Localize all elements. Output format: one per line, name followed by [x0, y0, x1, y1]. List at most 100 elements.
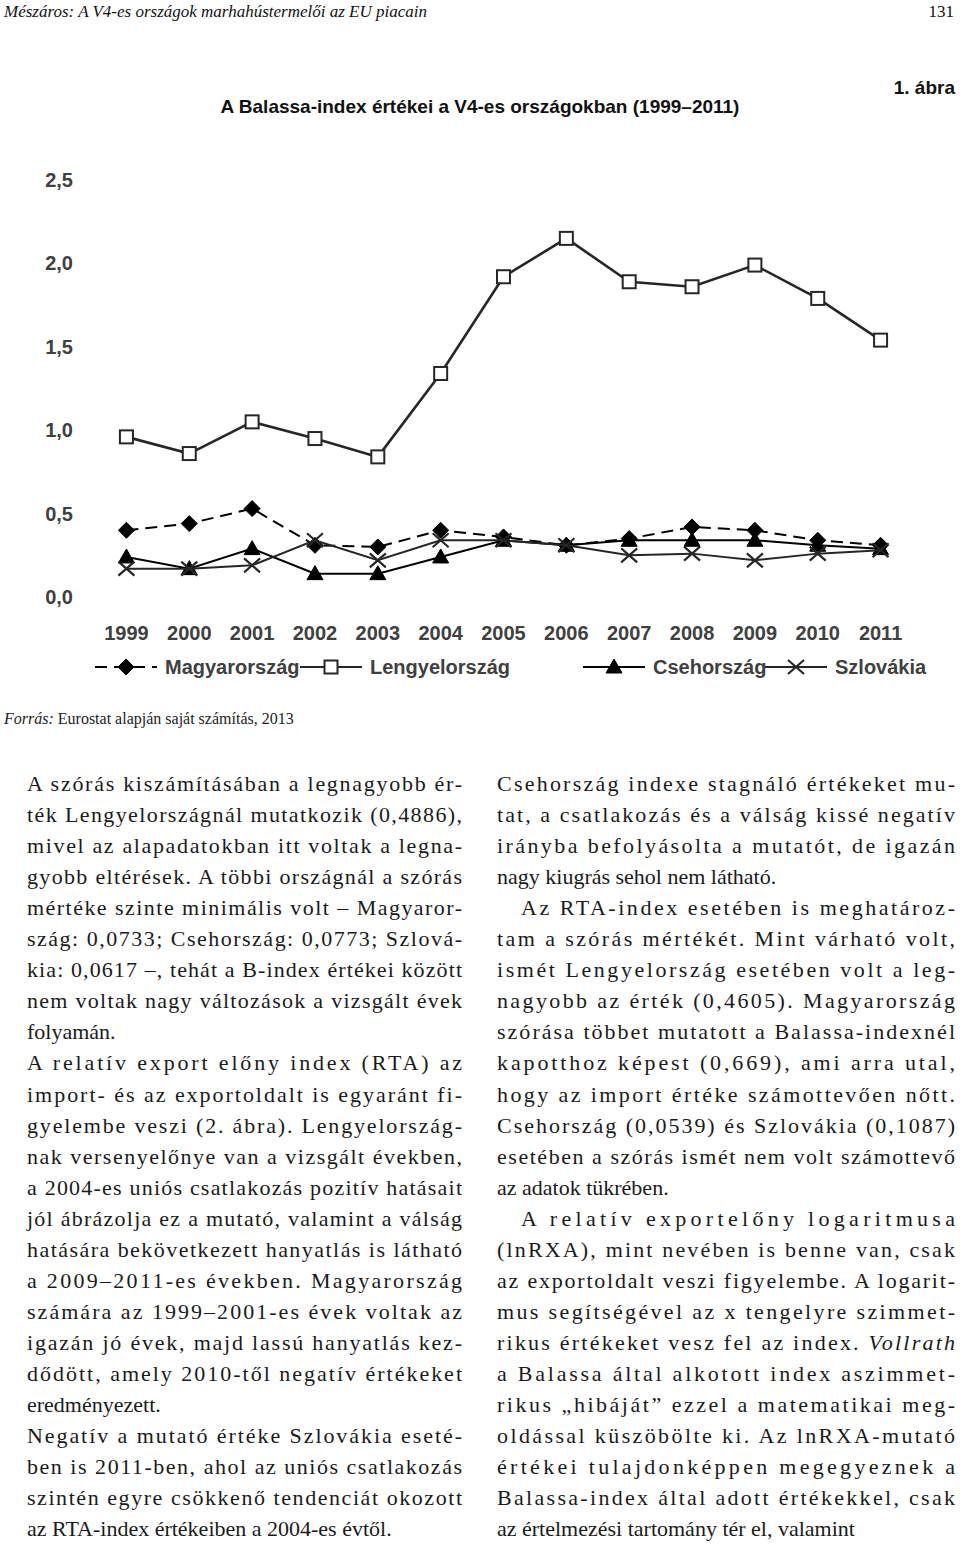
data-point [433, 549, 449, 563]
source-text: Eurostat alapján saját számítás, 2013 [54, 710, 294, 728]
data-point [118, 562, 134, 576]
data-point [307, 566, 323, 580]
data-point [810, 547, 826, 561]
legend-label: Magyarország [165, 656, 300, 678]
body-line: szórása többet mutatott a Balassa-indexn… [497, 1019, 955, 1044]
body-line: tat, a csatlakozás és a válság kissé neg… [497, 802, 955, 827]
body-line: Csehország (0,0539) és Szlovákia (0,1087… [497, 1113, 955, 1138]
data-point [181, 562, 197, 576]
body-line: a 2009–2011-es években. Magyarország [27, 1268, 462, 1293]
data-point [811, 292, 824, 305]
body-line: dődött, amely 2010-től negatív értékeket [27, 1361, 462, 1386]
body-line: A szórás kiszámításában a legnagyobb ér- [27, 771, 462, 796]
figure-label: 1. ábra [894, 77, 956, 98]
body-line: ték Lengyelországnál mutatkozik (0,4886)… [27, 802, 462, 827]
body-line: igazán jó évek, majd lassú hanyatlás kez… [27, 1330, 462, 1355]
x-tick-label: 2003 [356, 622, 401, 644]
body-line: nem voltak nagy változások a vizsgált év… [27, 988, 462, 1013]
data-point [623, 275, 636, 288]
body-line: számára az 1999–2001-es évek voltak az [27, 1299, 462, 1324]
y-tick-label: 1,0 [45, 419, 73, 441]
data-point [497, 270, 510, 283]
body-line: A relatív export előny index (RTA) az [27, 1050, 462, 1075]
legend-marker [118, 659, 134, 675]
data-point [747, 532, 763, 546]
legend-marker [606, 659, 622, 673]
x-tick-label: 1999 [104, 622, 149, 644]
legend-label: Szlovákia [835, 656, 927, 678]
data-point [371, 450, 384, 463]
data-point [370, 539, 386, 555]
body-line: rikus „hibáját” ezzel a matematikai meg- [497, 1392, 955, 1417]
legend-marker [325, 661, 338, 674]
body-line: Az RTA-index esetében is meghatároz- [521, 895, 955, 920]
body-line: szág: 0,0733; Csehország: 0,0773; Szlová… [27, 926, 462, 951]
body-line: gyelembe veszi (2. ábra). Lengyelország- [27, 1113, 462, 1138]
body-line: szintén egyre csökkenő tendenciát okozot… [27, 1485, 462, 1510]
data-point [434, 367, 447, 380]
data-point [874, 334, 887, 347]
series [118, 501, 888, 555]
chart-title: A Balassa-index értékei a V4-es országok… [221, 96, 740, 117]
data-point [370, 566, 386, 580]
data-point [183, 447, 196, 460]
body-line: (lnRXA), mint nevében is benne van, csak [497, 1237, 955, 1262]
data-point [244, 501, 260, 517]
y-tick-label: 0,0 [45, 586, 73, 608]
data-point [873, 543, 889, 557]
legend: Magyarország Lengyelország Csehország Szlov… [95, 656, 927, 678]
body-line: tam a szórás mértékét. Mint várható volt… [497, 926, 955, 951]
x-tick-label: 2010 [795, 622, 840, 644]
data-point [558, 538, 574, 552]
data-point [621, 548, 637, 562]
body-line: hatására bekövetkezett hanyatlás is láth… [27, 1237, 462, 1262]
series [118, 532, 888, 579]
body-line: értékei tulajdonképpen megegyeznek a [497, 1454, 955, 1479]
page-number: 131 [929, 2, 955, 21]
body-line: A relatív exportelőny logaritmusa [521, 1206, 955, 1231]
x-tick-label: 2008 [670, 622, 715, 644]
data-point [684, 532, 700, 546]
legend-label: Lengyelország [370, 656, 510, 678]
body-line: import- és az exportoldalt is egyaránt f… [27, 1082, 462, 1107]
body-line: az adatok tükrében. [497, 1175, 669, 1200]
x-tick-label: 2007 [607, 622, 652, 644]
x-tick-label: 2002 [293, 622, 338, 644]
x-tick-label: 2004 [418, 622, 463, 644]
body-line: nagyobb az érték (0,4605). Magyarország [497, 988, 955, 1013]
body-line: nak versenyelőnye van a vizsgált években… [27, 1144, 462, 1169]
body-line: az exportoldalt veszi figyelembe. A loga… [497, 1268, 955, 1293]
body-line: nagy kiugrás sehol nem látható. [497, 864, 776, 889]
body-line: gyobb eltérések. A többi országnál a szó… [27, 864, 462, 889]
series [118, 533, 888, 575]
body-line: ben is 2011-ben, ahol az uniós csatlakoz… [27, 1454, 462, 1479]
body-line: Balassa-index által adott értékekkel, cs… [497, 1485, 955, 1510]
data-point [181, 516, 197, 532]
italic-text: Vollrath [869, 1330, 955, 1355]
body-line: jól ábrázolja ez a mutató, valamint a vá… [26, 1206, 462, 1231]
data-point [748, 259, 761, 272]
body-line: esetében a szórás ismét nem volt számott… [497, 1144, 955, 1169]
y-tick-label: 2,5 [45, 169, 73, 191]
legend-marker [788, 660, 804, 674]
body-line: Csehország indexe stagnáló értékeket mu- [497, 771, 955, 796]
data-point [496, 533, 512, 547]
body-line: kia: 0,0617 –, tehát a B-index értékei k… [27, 957, 462, 982]
body-line: hogy az import értéke számottevően nőtt. [497, 1082, 955, 1107]
text-column: Csehország indexe stagnáló értékeket mu-… [497, 771, 955, 1541]
body-line: rikus értékeket vesz fel az index. Vollr… [497, 1330, 955, 1355]
body-line: irányba befolyásolta a mutatót, de igazá… [497, 833, 955, 858]
source: Forrás: Eurostat alapján saját számítás,… [3, 710, 294, 728]
body-line: az értelmezési tartomány tér el, valamin… [497, 1516, 855, 1541]
body-line: mértéke szinte minimális volt – Magyaror… [27, 895, 462, 920]
y-tick-label: 0,5 [45, 503, 73, 525]
body-line: Negatív a mutató értéke Szlovákia eseté- [27, 1423, 462, 1448]
series-line [126, 238, 880, 457]
legend-label: Csehország [653, 656, 766, 678]
x-tick-label: 2011 [859, 622, 902, 644]
body-line: a Balassa által alkotott index aszimmet- [497, 1361, 955, 1386]
data-point [370, 553, 386, 567]
body-line: a 2004-es uniós csatlakozás pozitív hatá… [27, 1175, 462, 1200]
body-line: mivel az alapadatokban itt voltak a legn… [27, 833, 462, 858]
data-point [433, 533, 449, 547]
